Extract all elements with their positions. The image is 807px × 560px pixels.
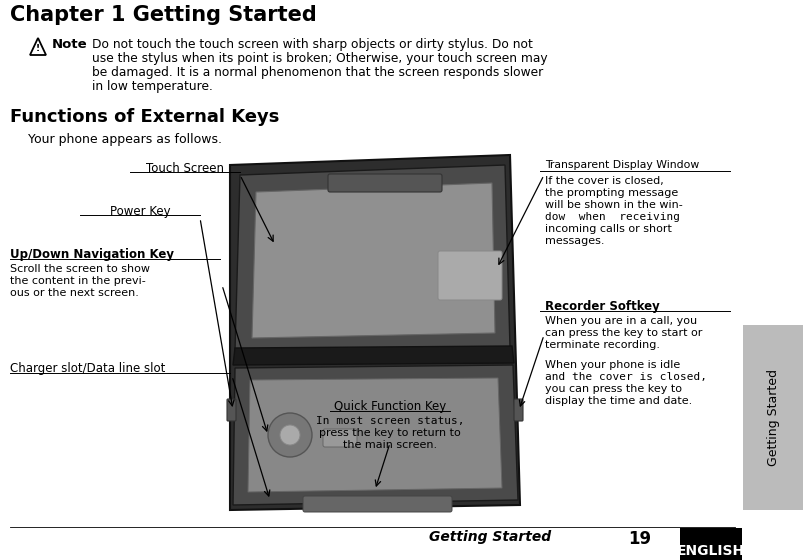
Text: Transparent Display Window: Transparent Display Window <box>545 160 699 170</box>
Text: If the cover is closed,: If the cover is closed, <box>545 176 663 186</box>
Text: When you are in a call, you: When you are in a call, you <box>545 316 697 326</box>
Text: dow  when  receiving: dow when receiving <box>545 212 680 222</box>
Text: Scroll the screen to show: Scroll the screen to show <box>10 264 150 274</box>
Circle shape <box>268 413 312 457</box>
Polygon shape <box>235 165 510 350</box>
Text: Power Key: Power Key <box>110 205 170 218</box>
Polygon shape <box>252 183 495 338</box>
Text: be damaged. It is a normal phenomenon that the screen responds slower: be damaged. It is a normal phenomenon th… <box>92 66 543 79</box>
Polygon shape <box>248 378 502 492</box>
Polygon shape <box>233 365 518 505</box>
Text: can press the key to start or: can press the key to start or <box>545 328 702 338</box>
Text: in low temperature.: in low temperature. <box>92 80 213 93</box>
Bar <box>743 325 803 510</box>
Text: Touch Screen: Touch Screen <box>146 162 224 175</box>
Text: and the cover is closed,: and the cover is closed, <box>545 372 707 382</box>
Text: Chapter 1 Getting Started: Chapter 1 Getting Started <box>10 5 317 25</box>
Text: use the stylus when its point is broken; Otherwise, your touch screen may: use the stylus when its point is broken;… <box>92 52 548 65</box>
Text: When your phone is idle: When your phone is idle <box>545 360 680 370</box>
FancyBboxPatch shape <box>323 429 357 447</box>
Text: display the time and date.: display the time and date. <box>545 396 692 406</box>
Text: !: ! <box>36 44 40 53</box>
Circle shape <box>280 425 300 445</box>
Text: ous or the next screen.: ous or the next screen. <box>10 288 139 298</box>
Polygon shape <box>233 346 514 365</box>
Text: Charger slot/Data line slot: Charger slot/Data line slot <box>10 362 165 375</box>
Text: the content in the previ-: the content in the previ- <box>10 276 146 286</box>
Polygon shape <box>230 155 520 510</box>
Text: Recorder Softkey: Recorder Softkey <box>545 300 660 313</box>
Text: terminate recording.: terminate recording. <box>545 340 660 350</box>
FancyBboxPatch shape <box>328 174 442 192</box>
Text: you can press the key to: you can press the key to <box>545 384 682 394</box>
FancyBboxPatch shape <box>438 251 502 300</box>
Text: Getting Started: Getting Started <box>429 530 551 544</box>
Text: Functions of External Keys: Functions of External Keys <box>10 108 279 126</box>
Text: ENGLISH: ENGLISH <box>677 544 745 558</box>
FancyBboxPatch shape <box>227 399 236 421</box>
Text: 19: 19 <box>629 530 651 548</box>
FancyBboxPatch shape <box>514 399 523 421</box>
Text: the main screen.: the main screen. <box>343 440 437 450</box>
Text: Do not touch the touch screen with sharp objects or dirty stylus. Do not: Do not touch the touch screen with sharp… <box>92 38 533 51</box>
Text: messages.: messages. <box>545 236 604 246</box>
Text: Getting Started: Getting Started <box>767 370 780 466</box>
Text: Quick Function Key: Quick Function Key <box>334 400 446 413</box>
Bar <box>680 528 742 560</box>
FancyBboxPatch shape <box>303 496 452 512</box>
Text: Up/Down Navigation Key: Up/Down Navigation Key <box>10 248 174 261</box>
Text: Note: Note <box>52 38 88 51</box>
Text: Your phone appears as follows.: Your phone appears as follows. <box>28 133 222 146</box>
Text: In most screen status,: In most screen status, <box>316 416 464 426</box>
Text: press the key to return to: press the key to return to <box>319 428 461 438</box>
Text: incoming calls or short: incoming calls or short <box>545 224 672 234</box>
Text: the prompting message: the prompting message <box>545 188 678 198</box>
Text: will be shown in the win-: will be shown in the win- <box>545 200 683 210</box>
